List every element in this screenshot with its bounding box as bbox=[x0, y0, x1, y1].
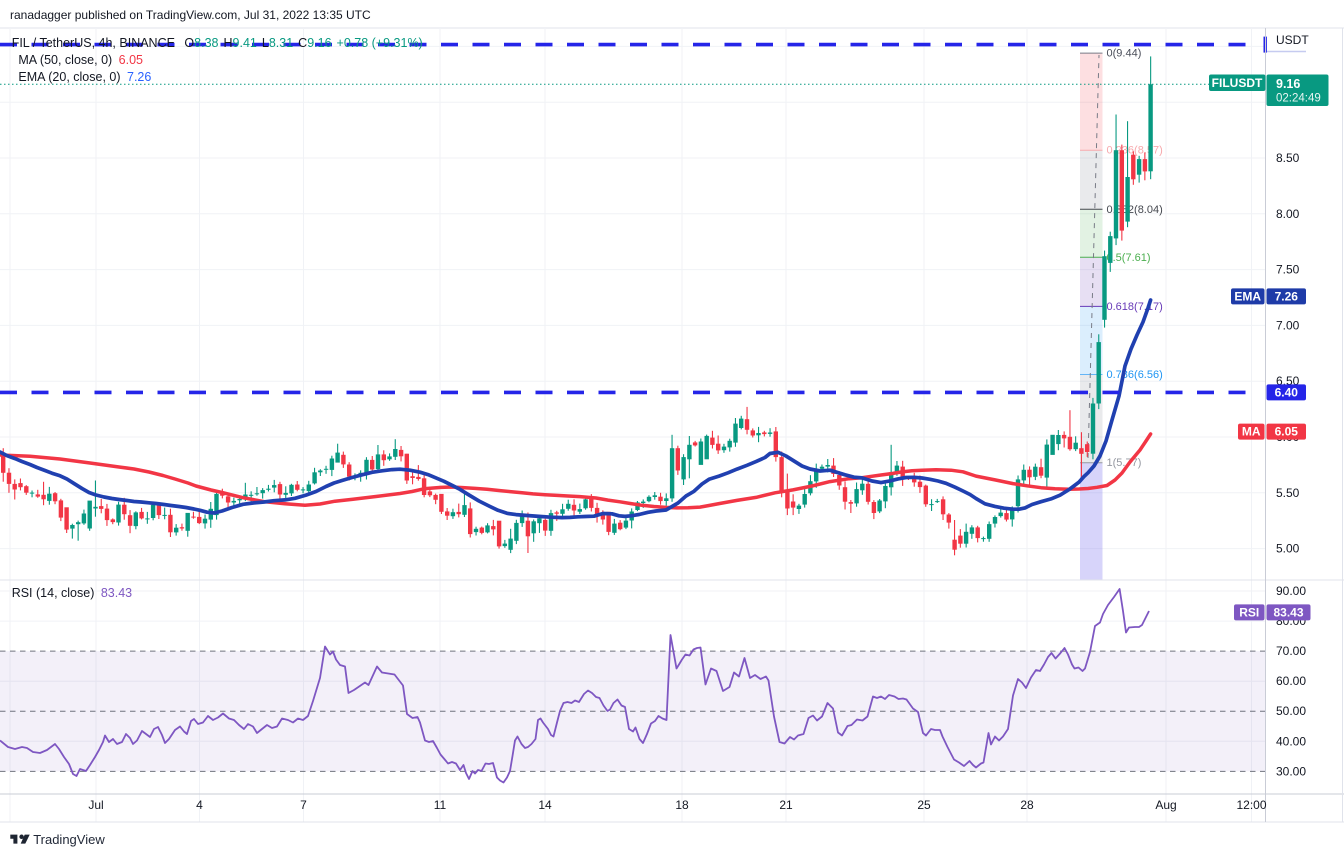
svg-text:6.40: 6.40 bbox=[1275, 385, 1299, 399]
svg-text:25: 25 bbox=[917, 798, 931, 812]
svg-text:TradingView: TradingView bbox=[33, 832, 105, 847]
svg-text:4: 4 bbox=[196, 798, 203, 812]
svg-text:USDT: USDT bbox=[1276, 33, 1309, 47]
svg-text:EMA (20, close, 0) 7.26: EMA (20, close, 0) 7.26 bbox=[18, 70, 151, 84]
svg-text:28: 28 bbox=[1020, 798, 1034, 812]
svg-text:MA (50, close, 0) 6.05: MA (50, close, 0) 6.05 bbox=[18, 53, 143, 67]
svg-text:5.00: 5.00 bbox=[1276, 542, 1300, 556]
svg-text:7.00: 7.00 bbox=[1276, 318, 1300, 332]
svg-text:7.26: 7.26 bbox=[1275, 289, 1299, 303]
svg-text:40.00: 40.00 bbox=[1276, 734, 1306, 748]
svg-text:0(9.44): 0(9.44) bbox=[1107, 48, 1142, 60]
svg-text:50.00: 50.00 bbox=[1276, 704, 1306, 718]
svg-text:5.50: 5.50 bbox=[1276, 486, 1300, 500]
svg-text:60.00: 60.00 bbox=[1276, 674, 1306, 688]
svg-text:7: 7 bbox=[300, 798, 307, 812]
svg-text:FILUSDT: FILUSDT bbox=[1212, 76, 1263, 90]
svg-text:83.43: 83.43 bbox=[1273, 605, 1303, 619]
svg-text:0.5(7.61): 0.5(7.61) bbox=[1107, 252, 1151, 264]
svg-text:12:00: 12:00 bbox=[1236, 798, 1266, 812]
svg-text:RSI: RSI bbox=[1239, 605, 1259, 619]
svg-text:6.05: 6.05 bbox=[1275, 425, 1299, 439]
svg-text:0.786(6.56): 0.786(6.56) bbox=[1107, 369, 1163, 381]
svg-text:18: 18 bbox=[675, 798, 689, 812]
svg-text:MA: MA bbox=[1242, 425, 1261, 439]
svg-text:RSI (14, close) 83.43: RSI (14, close) 83.43 bbox=[12, 586, 132, 600]
svg-text:FIL / TetherUS, 4h, BINANCE: FIL / TetherUS, 4h, BINANCE O8.38 H9.41 L8… bbox=[12, 36, 423, 50]
svg-text:Jul: Jul bbox=[88, 798, 103, 812]
svg-text:11: 11 bbox=[434, 798, 447, 812]
svg-text:7.50: 7.50 bbox=[1276, 263, 1300, 277]
svg-text:EMA: EMA bbox=[1234, 289, 1261, 303]
svg-text:8.50: 8.50 bbox=[1276, 151, 1300, 165]
svg-text:8.00: 8.00 bbox=[1276, 207, 1300, 221]
svg-text:90.00: 90.00 bbox=[1276, 584, 1306, 598]
svg-text:30.00: 30.00 bbox=[1276, 764, 1306, 778]
svg-text:02:24:49: 02:24:49 bbox=[1276, 93, 1321, 105]
svg-text:9.16: 9.16 bbox=[1276, 77, 1300, 91]
svg-text:21: 21 bbox=[779, 798, 793, 812]
svg-text:ranadagger published on Tradin: ranadagger published on TradingView.com,… bbox=[10, 8, 371, 22]
svg-text:Aug: Aug bbox=[1155, 798, 1176, 812]
svg-text:0.618(7.17): 0.618(7.17) bbox=[1107, 301, 1163, 313]
svg-text:70.00: 70.00 bbox=[1276, 644, 1306, 658]
svg-text:14: 14 bbox=[538, 798, 552, 812]
